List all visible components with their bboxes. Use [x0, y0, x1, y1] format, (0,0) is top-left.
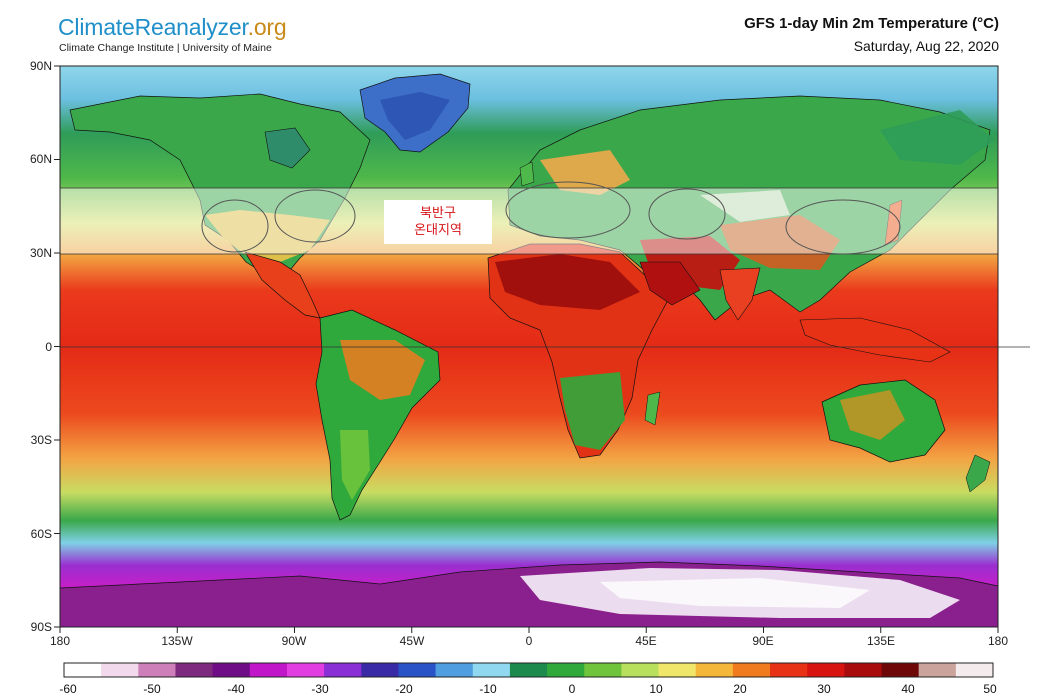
site-subtitle: Climate Change Institute | University of… [59, 42, 272, 54]
colorbar-swatch [361, 663, 400, 677]
region-ellipse [201, 199, 269, 253]
colorbar-label: 10 [649, 682, 663, 696]
map-date: Saturday, Aug 22, 2020 [853, 38, 999, 54]
colorbar-swatch [286, 663, 325, 677]
colorbar-swatch [175, 663, 214, 677]
colorbar-swatch [249, 663, 288, 677]
colorbar-label: 0 [568, 682, 576, 696]
colorbar-label: -20 [395, 682, 413, 696]
colorbar-label: -50 [143, 682, 161, 696]
lon-tick-label: 90E [752, 634, 774, 648]
lat-tick-label: 90N [29, 59, 52, 73]
region-ellipse [648, 188, 726, 240]
lon-tick-label: 180 [49, 634, 71, 648]
lat-tick-label: 90S [30, 620, 52, 634]
lon-tick-label: 45E [635, 634, 657, 648]
colorbar-label: 30 [817, 682, 831, 696]
lat-tick-label: 0 [45, 340, 52, 354]
colorbar-label: 40 [901, 682, 915, 696]
logo-text-climate: Climate [58, 14, 135, 40]
colorbar-swatch [955, 663, 994, 677]
temperate-zone-annotation: 북반구 온대지역 [384, 200, 492, 244]
lat-tick-label: 60N [29, 152, 52, 166]
colorbar-swatch [695, 663, 734, 677]
lon-tick-label: 135W [161, 634, 193, 648]
region-ellipse [274, 189, 356, 243]
lon-tick-label: 0 [525, 634, 533, 648]
colorbar-label: -30 [311, 682, 329, 696]
map-title: GFS 1-day Min 2m Temperature (°C) [744, 15, 999, 32]
colorbar-swatch [807, 663, 845, 677]
colorbar [63, 662, 994, 678]
colorbar-swatch [547, 663, 585, 677]
colorbar-swatch [101, 663, 139, 677]
colorbar-swatch [398, 663, 437, 677]
colorbar-swatch [324, 663, 362, 677]
colorbar-swatch [212, 663, 251, 677]
lon-tick-label: 180 [987, 634, 1009, 648]
colorbar-swatch [64, 663, 102, 677]
colorbar-label: 50 [983, 682, 997, 696]
colorbar-label: -40 [227, 682, 245, 696]
colorbar-swatch [509, 663, 548, 677]
annotation-line1: 북반구 [420, 206, 456, 221]
lon-tick-label: 45W [399, 634, 425, 648]
site-logo[interactable]: ClimateReanalyzer.org [58, 14, 287, 40]
logo-text-org: .org [247, 14, 287, 40]
colorbar-swatch [881, 663, 920, 677]
lat-tick-label: 30N [29, 246, 52, 260]
colorbar-swatch [435, 663, 474, 677]
colorbar-swatch [658, 663, 697, 677]
colorbar-label: -60 [59, 682, 77, 696]
temperate-zone-band [60, 188, 998, 254]
colorbar-swatch [732, 663, 771, 677]
colorbar-swatch [844, 663, 883, 677]
region-ellipse [785, 199, 901, 255]
region-ellipse [505, 181, 631, 239]
annotation-line2: 온대지역 [414, 223, 462, 238]
colorbar-label: -10 [479, 682, 497, 696]
colorbar-label: 20 [733, 682, 747, 696]
colorbar-swatch [621, 663, 660, 677]
colorbar-swatch [584, 663, 622, 677]
colorbar-swatch [918, 663, 957, 677]
colorbar-swatch [472, 663, 511, 677]
colorbar-swatch [770, 663, 808, 677]
lat-tick-label: 30S [30, 433, 52, 447]
lon-tick-label: 90W [281, 634, 307, 648]
lat-tick-label: 60S [30, 527, 52, 541]
lon-tick-label: 135E [866, 634, 896, 648]
colorbar-swatch [138, 663, 177, 677]
logo-text-reanalyzer: Reanalyzer [134, 14, 248, 40]
